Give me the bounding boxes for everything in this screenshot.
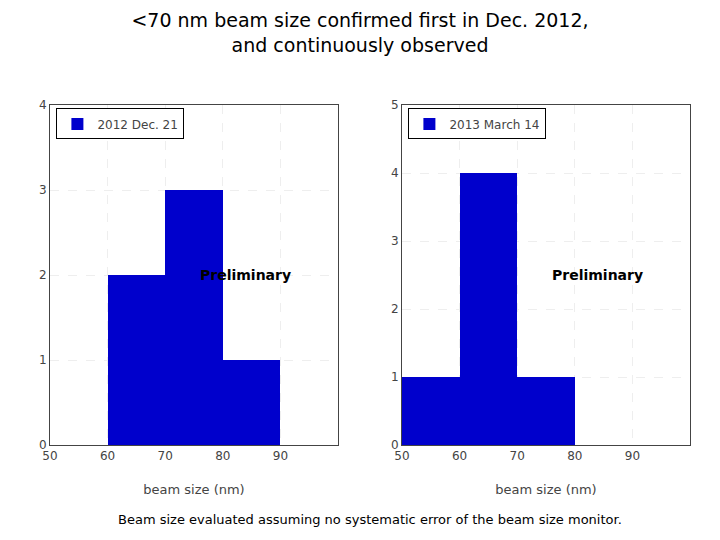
svg-text:70: 70 [510,449,525,463]
svg-text:beam size (nm): beam size (nm) [143,482,244,497]
svg-text:60: 60 [100,449,115,463]
svg-text:50: 50 [394,449,409,463]
svg-text:90: 90 [273,449,288,463]
svg-text:5: 5 [391,98,399,112]
svg-text:Preliminary: Preliminary [552,267,643,283]
svg-text:0: 0 [39,438,47,452]
svg-text:2013 March 14: 2013 March 14 [449,118,539,132]
svg-text:beam size (nm): beam size (nm) [495,482,596,497]
svg-text:3: 3 [39,183,47,197]
svg-text:50: 50 [42,449,57,463]
svg-text:70: 70 [158,449,173,463]
svg-text:2: 2 [391,302,399,316]
svg-text:2: 2 [39,268,47,282]
svg-text:2012 Dec. 21: 2012 Dec. 21 [97,118,177,132]
svg-text:80: 80 [567,449,582,463]
svg-text:3: 3 [391,234,399,248]
svg-text:1: 1 [391,370,399,384]
svg-text:0: 0 [391,438,399,452]
svg-text:Beam size evaluated assuming n: Beam size evaluated assuming no systemat… [118,512,622,527]
svg-text:4: 4 [39,98,47,112]
svg-text:90: 90 [625,449,640,463]
svg-text:80: 80 [215,449,230,463]
svg-text:Preliminary: Preliminary [200,267,291,283]
svg-text:1: 1 [39,353,47,367]
svg-text:<70 nm beam size confirmed fir: <70 nm beam size confirmed first in Dec.… [131,9,588,56]
svg-text:60: 60 [452,449,467,463]
svg-text:4: 4 [391,166,399,180]
